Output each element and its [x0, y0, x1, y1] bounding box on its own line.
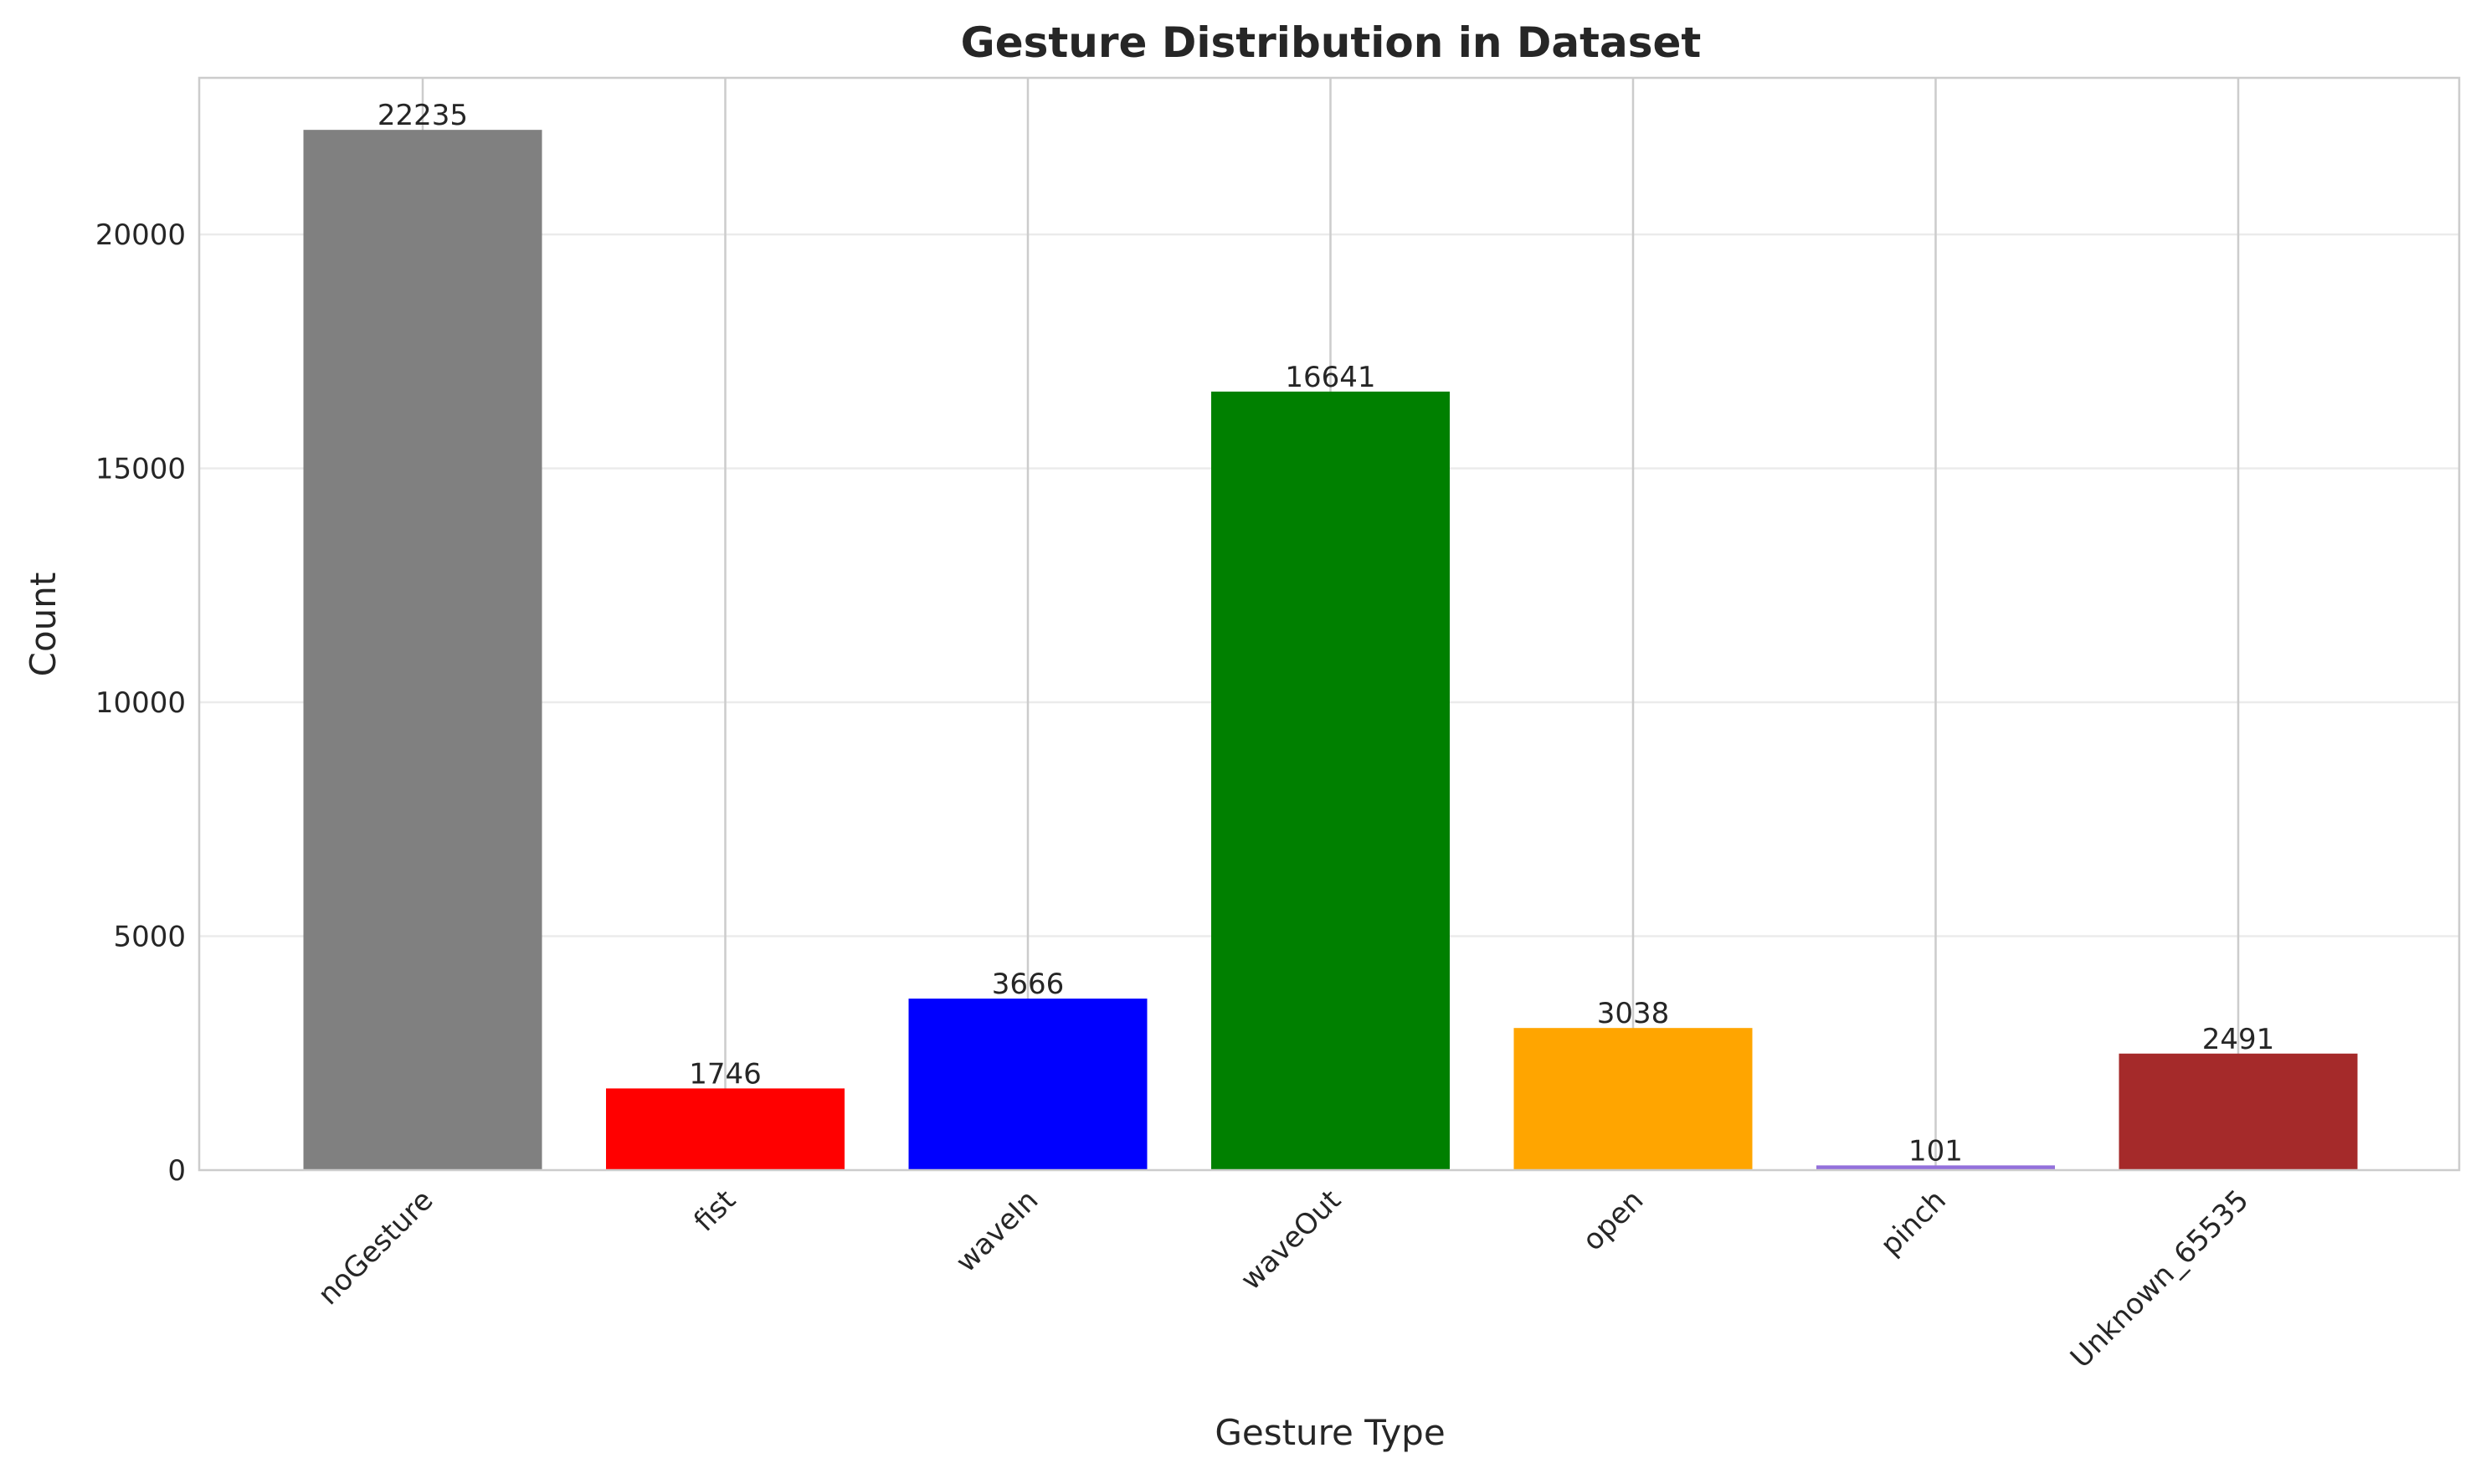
x-tick-label-waveIn: waveIn [949, 1184, 1045, 1279]
bar-fist [606, 1088, 845, 1170]
data-label-noGesture: 22235 [378, 99, 468, 132]
data-label-layer: 22235 1746 3666 16641 3038 101 2491 [378, 99, 2274, 1168]
x-tick-label-noGesture: noGesture [311, 1184, 439, 1312]
x-axis-label: Gesture Type [1215, 1412, 1445, 1453]
bar-waveIn [908, 999, 1148, 1170]
bar-waveOut [1211, 391, 1450, 1170]
data-label-waveOut: 16641 [1285, 361, 1375, 394]
x-tick-label-waveOut: waveOut [1235, 1184, 1348, 1297]
bar-open [1513, 1028, 1753, 1170]
x-tick-label-Unknown_65535: Unknown_65535 [2064, 1184, 2255, 1374]
data-label-Unknown_65535: 2491 [2202, 1023, 2275, 1056]
x-tick-label-open: open [1576, 1184, 1650, 1257]
data-label-pinch: 101 [1908, 1134, 1963, 1168]
y-tick-label: 20000 [95, 218, 186, 252]
data-label-waveIn: 3666 [992, 968, 1065, 1001]
data-label-fist: 1746 [689, 1057, 762, 1091]
bar-layer [303, 130, 2358, 1171]
x-tick-label-pinch: pinch [1874, 1184, 1953, 1262]
chart-title: Gesture Distribution in Dataset [961, 18, 1702, 67]
bar-pinch [1816, 1165, 2055, 1170]
y-tick-label: 0 [167, 1154, 186, 1188]
plot-frame [198, 76, 2461, 1172]
y-tick-label: 5000 [113, 921, 186, 954]
x-tick-label-fist: fist [687, 1184, 742, 1238]
y-axis-label: Count [23, 573, 64, 677]
y-tick-label: 10000 [95, 686, 186, 720]
bar-Unknown_65535 [2119, 1053, 2358, 1170]
y-tick-label: 15000 [95, 453, 186, 486]
data-label-open: 3038 [1597, 997, 1670, 1030]
bar-noGesture [303, 130, 542, 1171]
